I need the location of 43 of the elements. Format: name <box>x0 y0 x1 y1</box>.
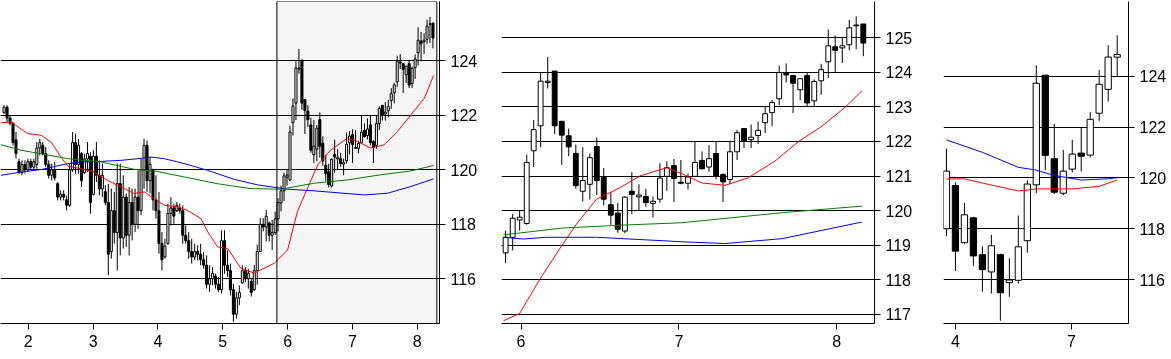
x-tick-label: 5 <box>218 332 228 350</box>
y-tick-label: 116 <box>450 270 477 288</box>
x-tick-label: 8 <box>832 332 842 350</box>
x-tick-label: 4 <box>153 332 163 350</box>
x-tick-label: 2 <box>23 332 33 350</box>
y-tick-label: 119 <box>885 237 912 255</box>
line-series <box>945 178 1118 192</box>
y-tick-label: 122 <box>1139 119 1167 137</box>
x-tick-label: 6 <box>516 332 526 350</box>
candlestick <box>656 162 663 204</box>
y-tick-label: 121 <box>885 168 913 185</box>
y-tick-label: 118 <box>1139 220 1166 238</box>
y-tick-label: 117 <box>885 306 912 324</box>
x-tick-label: 4 <box>950 332 960 350</box>
y-tick-label: 120 <box>885 202 913 220</box>
candlestick <box>208 264 212 293</box>
y-tick-label: 122 <box>885 133 913 151</box>
x-tick-label: 7 <box>1066 332 1076 350</box>
candlestick <box>818 63 825 96</box>
x-tick-label: 3 <box>88 332 98 350</box>
y-tick-label: 120 <box>1139 169 1167 187</box>
y-tick-label: 124 <box>885 64 913 82</box>
candlestick <box>530 119 537 168</box>
candlestick <box>755 121 761 145</box>
y-tick-label: 116 <box>1139 271 1166 289</box>
y-tick-label: 123 <box>885 98 913 116</box>
x-tick-label: 7 <box>347 332 357 350</box>
line-series <box>945 139 1118 181</box>
x-tick-label: 8 <box>412 332 422 350</box>
line-series <box>503 90 863 322</box>
y-tick-label: 120 <box>450 161 478 179</box>
y-tick-label: 124 <box>450 52 478 70</box>
y-tick-label: 118 <box>885 271 912 289</box>
y-tick-label: 122 <box>450 107 478 125</box>
candlestick <box>762 106 769 134</box>
y-tick-label: 125 <box>885 29 913 47</box>
y-tick-label: 124 <box>1139 68 1167 86</box>
x-tick-label: 7 <box>674 332 684 350</box>
y-tick-label: 118 <box>450 216 477 234</box>
candlestick <box>565 128 572 157</box>
x-tick-label: 6 <box>283 332 293 350</box>
candlestick <box>769 99 776 127</box>
candlestick <box>428 16 432 44</box>
